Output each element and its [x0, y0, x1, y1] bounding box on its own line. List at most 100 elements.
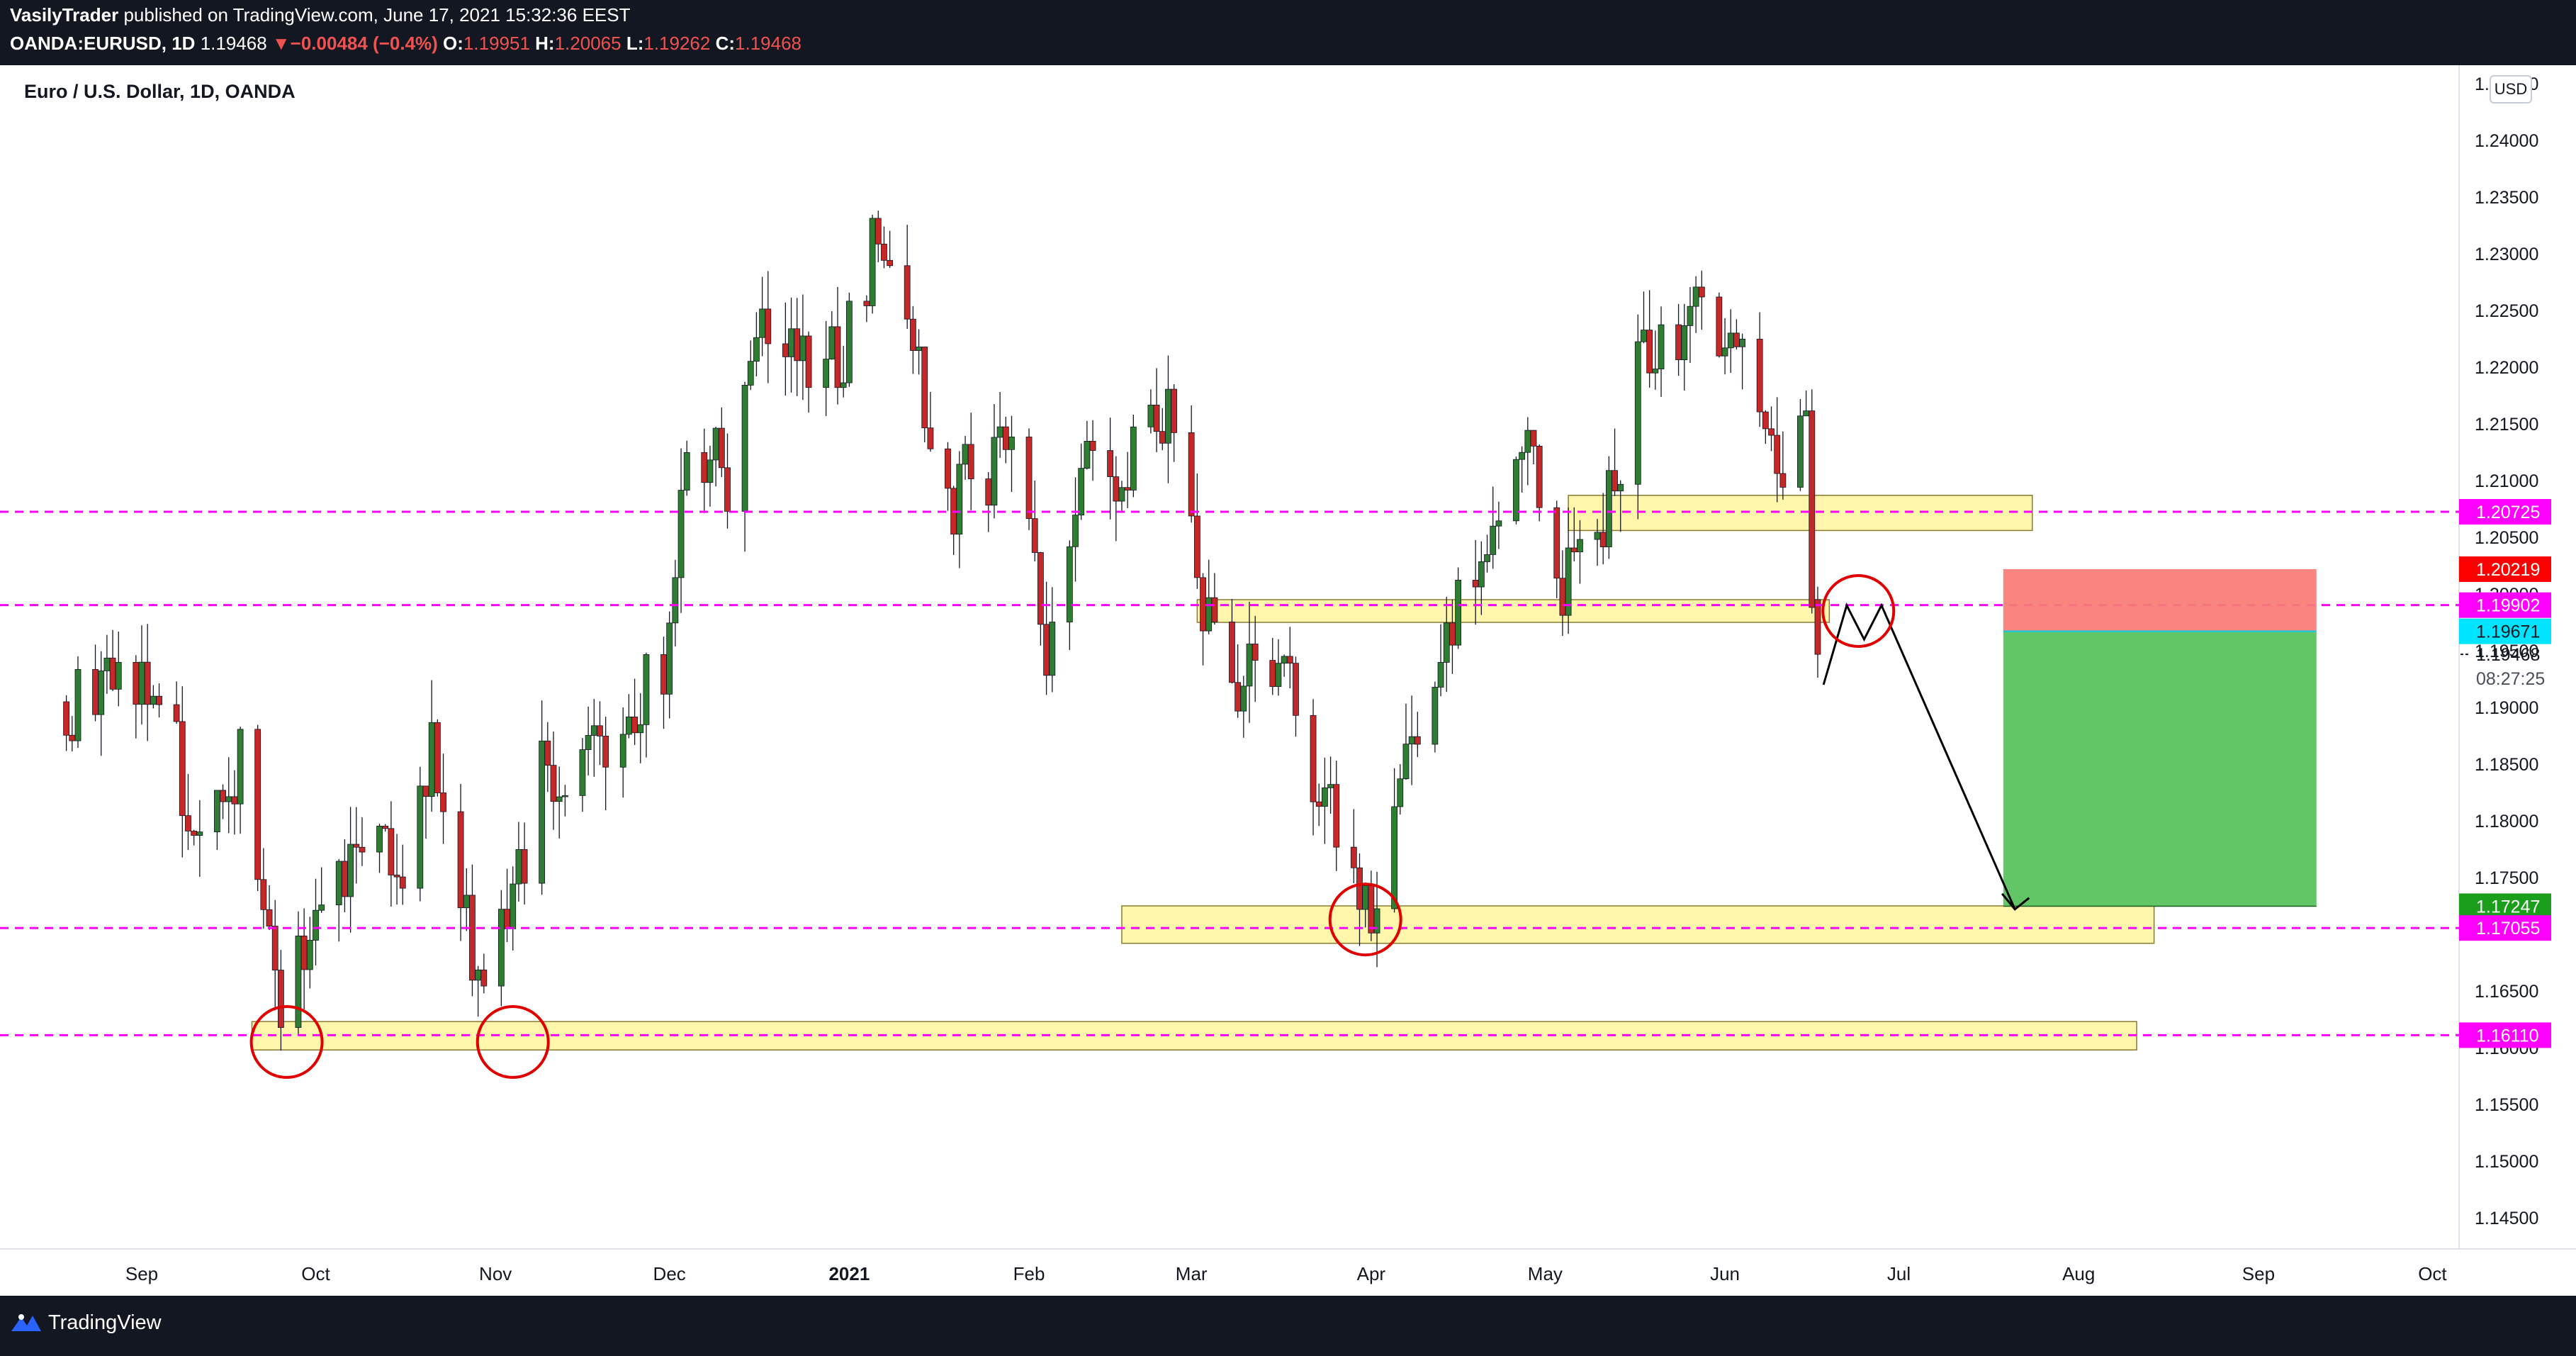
candle-body-down — [1089, 441, 1096, 451]
candle-body-up — [962, 444, 969, 465]
candle — [1165, 355, 1171, 483]
candle — [359, 817, 366, 866]
take-profit-area — [2003, 631, 2317, 907]
candle-body-up — [956, 464, 963, 535]
candle-body-down — [271, 926, 279, 970]
publish-header: VasilyTrader published on TradingView.co… — [0, 0, 2576, 65]
candle — [753, 312, 760, 377]
candle — [1675, 303, 1682, 376]
candle-body-up — [1072, 515, 1079, 547]
candle-body-down — [266, 909, 273, 926]
publish-info: published on TradingView.com, June 17, 2… — [123, 4, 631, 26]
candle-body-down — [156, 695, 162, 705]
candle-body-up — [1652, 369, 1659, 374]
candle-body-up — [1565, 547, 1572, 616]
candle — [1681, 303, 1688, 391]
candle-body-up — [1455, 580, 1462, 646]
candle-body-down — [231, 796, 238, 805]
candle-body-down — [1768, 428, 1774, 436]
candle — [98, 651, 105, 756]
candle — [254, 724, 261, 891]
candle — [457, 784, 464, 941]
candle-body-up — [579, 749, 586, 796]
candle-body-down — [927, 427, 934, 449]
price-tick-label: 1.15000 — [2475, 1152, 2538, 1172]
candle — [1124, 452, 1131, 508]
symbol-label[interactable]: OANDA:EURUSD, 1D — [10, 33, 196, 54]
author-name[interactable]: VasilyTrader — [10, 4, 119, 26]
candle-body-up — [828, 326, 836, 360]
candle-body-up — [1721, 347, 1728, 357]
candle — [579, 738, 586, 812]
price-tick-label: 1.19000 — [2475, 698, 2538, 718]
candle-body-down — [1171, 388, 1178, 433]
candle — [191, 829, 198, 846]
price-tick-label: 1.17500 — [2475, 868, 2538, 888]
candle — [376, 824, 383, 873]
candle — [828, 311, 836, 360]
candle — [834, 286, 841, 405]
candle-body-up — [1681, 325, 1688, 361]
candle — [1524, 417, 1531, 486]
candle — [109, 629, 116, 691]
candle-body-up — [1408, 736, 1415, 745]
candle-body-down — [1252, 644, 1259, 661]
candle — [1756, 312, 1763, 427]
candle — [313, 878, 319, 965]
chart-area[interactable]: 1.145001.150001.155001.160001.165001.170… — [0, 65, 2576, 1296]
candle-body-down — [1762, 411, 1769, 430]
candle — [869, 214, 876, 314]
candle — [1269, 637, 1276, 695]
candle-body-up — [1281, 656, 1288, 664]
candle — [967, 413, 974, 510]
candle-body-down — [1756, 338, 1763, 413]
candle-body-down — [1356, 867, 1363, 910]
candle — [1229, 599, 1235, 684]
candle-body-down — [440, 792, 446, 812]
candle-body-up — [1240, 685, 1247, 712]
candle-body-down — [945, 448, 951, 489]
candle-body-down — [220, 790, 226, 802]
candle — [475, 965, 482, 1017]
candle-body-up — [463, 895, 470, 909]
candle-body-down — [69, 734, 76, 741]
candle-body-up — [515, 849, 522, 885]
candle — [440, 753, 446, 844]
candle — [179, 686, 186, 858]
candle — [1147, 389, 1154, 434]
candle — [1037, 551, 1044, 646]
candle-body-down — [1153, 404, 1160, 432]
annotation-circle-1 — [249, 1005, 324, 1079]
candle-body-down — [1350, 846, 1357, 868]
candlestick-chart[interactable]: 1.145001.150001.155001.160001.165001.170… — [0, 65, 2576, 1296]
candle-body-down — [863, 301, 870, 306]
candle — [1275, 639, 1282, 696]
candle-body-up — [823, 359, 830, 388]
candle-body-down — [393, 875, 400, 878]
candle — [1530, 430, 1537, 465]
candle — [1408, 695, 1415, 785]
candle — [1402, 703, 1410, 780]
candle-body-up — [1362, 885, 1369, 910]
annotation-circle-3 — [1328, 882, 1402, 957]
candle-body-up — [1391, 806, 1397, 909]
candle-body-down — [1599, 532, 1607, 547]
candle-body-down — [550, 765, 557, 802]
time-tick-label: Feb — [1013, 1263, 1045, 1284]
candle — [1193, 473, 1200, 589]
candle-body-up — [1275, 663, 1282, 687]
candle-body-up — [869, 218, 876, 306]
candle — [1432, 681, 1439, 753]
candle — [63, 695, 70, 751]
candle — [1513, 456, 1519, 525]
currency-badge[interactable]: USD — [2490, 75, 2532, 103]
candle-body-up — [1519, 452, 1526, 460]
candle — [231, 770, 238, 835]
candle-body-down — [660, 654, 667, 695]
candle — [991, 403, 998, 519]
candle-body-down — [631, 717, 638, 734]
candle-body-down — [724, 467, 731, 512]
candle — [1089, 420, 1096, 481]
candle-body-up — [683, 452, 690, 491]
candle — [1333, 761, 1340, 871]
